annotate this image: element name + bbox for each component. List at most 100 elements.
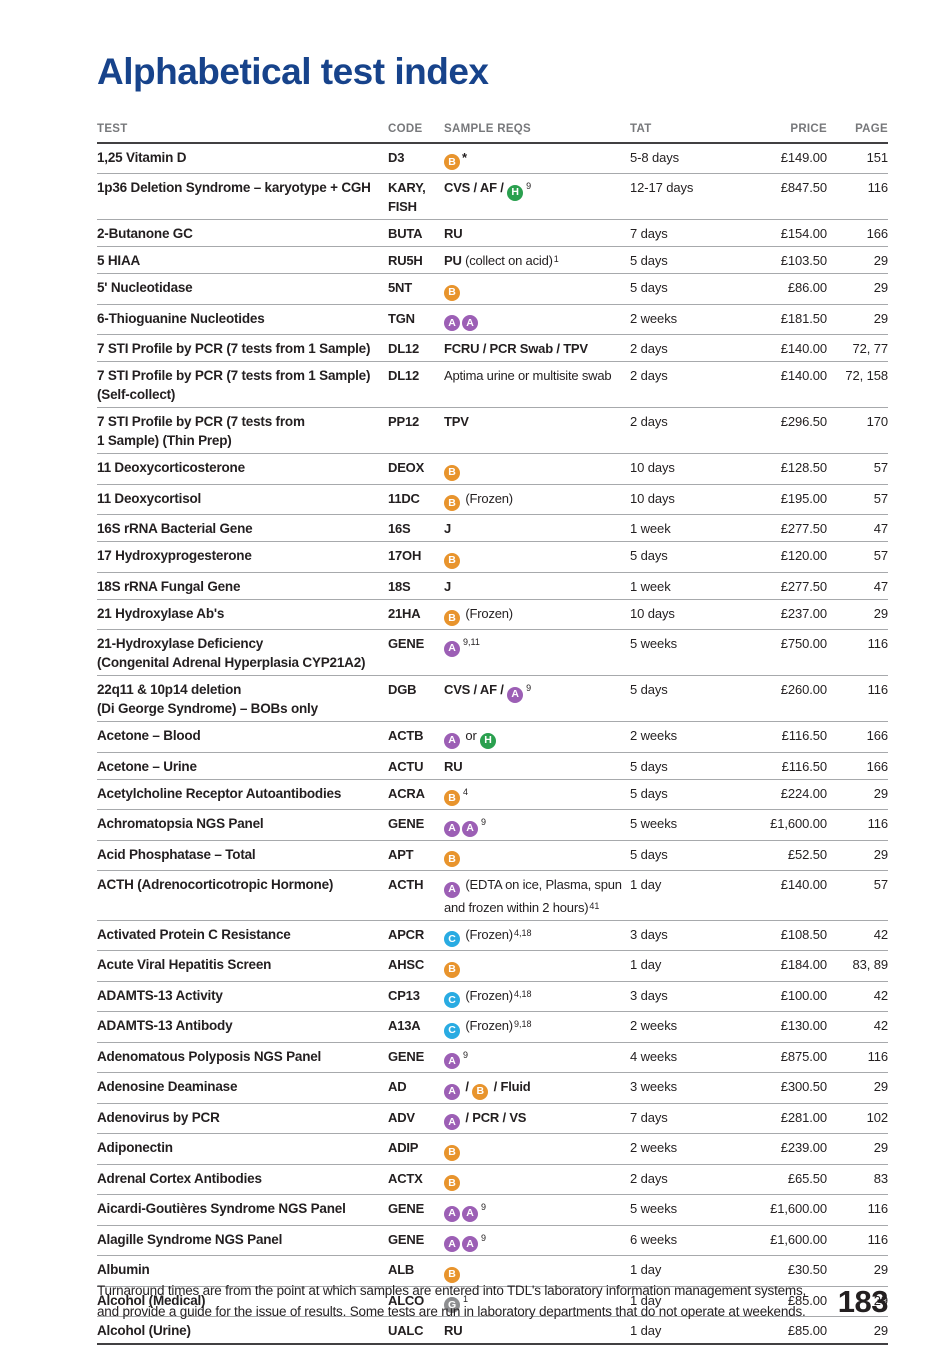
sample-text: (Frozen) [462,926,513,942]
price-cell: £120.00 [780,548,827,564]
code-cell: 11DC [388,490,420,506]
table-row: Acid Phosphatase – Total APT B 5 days £52.50… [97,841,888,872]
table-row: 16S rRNA Bacterial Gene 16S J 1 week £277.50… [97,515,888,543]
code-cell: BUTA [388,226,423,242]
column-header-sample: SAMPLE REQS [444,122,532,135]
tat-cell: 2 weeks [630,1140,677,1156]
page-ref-cell: 42 [873,987,888,1003]
code-cell: DGB [388,682,417,698]
page-ref-cell: 42 [873,1018,888,1034]
tat-cell: 10 days [630,490,675,506]
footer-note: Turnaround times are from the point at w… [97,1280,827,1322]
sample-badge-b-icon: B [444,790,460,807]
sample-reqs-cell: B * [444,148,630,171]
tat-cell: 2 weeks [630,728,677,744]
page-ref-cell: 47 [873,578,888,594]
tat-cell: 2 days [630,341,668,357]
tat-cell: 10 days [630,460,675,476]
sample-reqs-cell: FCRU / PCR Swab / TPV [444,339,630,358]
page-ref-cell: 116 [867,816,889,832]
price-cell: £224.00 [780,785,827,801]
sample-reqs-cell: A 9,11 [444,634,630,672]
sample-badge-a-icon: A [444,1114,460,1131]
price-cell: £750.00 [780,636,827,652]
tat-cell: 2 days [630,414,668,430]
sample-badge-a-icon: A [444,315,460,332]
test-cell: ACTH (Adrenocorticotropic Hormone) [97,877,334,893]
tat-cell: 12-17 days [630,180,694,196]
table-row: 5' Nucleotidase 5NT B 5 days £86.00 29 [97,274,888,305]
tat-cell: 5 days [630,785,668,801]
sample-text: (Frozen) [462,490,513,506]
code-cell: 18S [388,578,411,594]
sample-reqs-cell: A / PCR / VS [444,1108,630,1131]
test-cell: Adenomatous Polyposis NGS Panel [97,1048,322,1064]
table-row: 11 Deoxycorticosterone DEOX B 10 days £128.5… [97,454,888,485]
page-ref-cell: 29 [873,785,888,801]
page-ref-cell: 47 [873,521,888,537]
sample-reqs-cell: B [444,278,630,301]
table-row: Acetone – Urine ACTU RU 5 days £116.50 166 [97,753,888,780]
page-ref-cell: 29 [873,310,888,326]
sample-text: (Frozen) [462,605,513,621]
sample-badge-a-icon: A [462,1236,478,1253]
code-cell: GENE [388,1201,425,1217]
price-cell: £108.50 [780,926,827,942]
test-cell: Activated Protein C Resistance [97,926,291,942]
page-content: Alphabetical test index TEST CODE SAMPLE… [97,51,889,1346]
page-ref-cell: 116 [867,1201,889,1217]
page-ref-cell: 29 [873,605,888,621]
code-cell: D3 [388,149,405,165]
price-cell: £65.50 [787,1170,827,1186]
page-ref-cell: 116 [867,636,889,652]
price-cell: £847.50 [780,180,827,196]
test-cell: 11 Deoxycorticosterone [97,460,245,476]
table-row: 7 STI Profile by PCR (7 tests from 1 Sam… [97,362,888,409]
code-cell: ACTH [388,877,424,893]
test-cell: 7 STI Profile by PCR (7 tests from 1 Sam… [97,341,371,357]
page-ref-cell: 72, 158 [845,368,888,384]
page-ref-cell: 29 [873,280,888,296]
sample-badge-a-icon: A [462,820,478,837]
test-cell: Alagille Syndrome NGS Panel [97,1231,283,1247]
price-cell: £281.00 [780,1109,827,1125]
sample-badge-c-icon: C [444,992,460,1009]
test-cell: Adenosine Deaminase [97,1079,238,1095]
table-row: 22q11 & 10p14 deletion (Di George Syndrom… [97,676,888,723]
tat-cell: 10 days [630,605,675,621]
test-cell: 2-Butanone GC [97,226,193,242]
tat-cell: 3 days [630,987,668,1003]
code-cell: DL12 [388,341,419,357]
sample-reqs-cell: B [444,546,630,569]
sample-badge-a-icon: A [444,820,460,837]
code-cell: 21HA [388,605,421,621]
code-cell: PP12 [388,414,420,430]
footnote-ref: 9 [481,1232,487,1243]
sample-badge-a-icon: A [444,1236,460,1253]
sample-text: CVS / AF / [444,180,508,196]
tat-cell: 5 days [630,253,668,269]
tat-cell: 1 day [630,877,662,893]
table-row: Adrenal Cortex Antibodies ACTX B 2 days £65.… [97,1165,888,1196]
sample-text: J [444,521,452,537]
table-row: Acute Viral Hepatitis Screen AHSC B 1 day £1… [97,951,888,982]
sample-text: Aptima urine or multisite swab [444,368,612,384]
table-row: Achromatopsia NGS Panel GENE A A 9 5 weeks £1,… [97,810,888,841]
sample-badge-a-icon: A [462,315,478,332]
sample-badge-a-icon: A [507,686,524,703]
sample-badge-b-icon: B [444,154,460,171]
tat-cell: 1 week [630,521,671,537]
price-cell: £103.50 [780,253,827,269]
price-cell: £154.00 [780,226,827,242]
footnote-ref: 4,18 [513,927,532,938]
tat-cell: 2 days [630,1170,668,1186]
footnote-ref: 9 [463,1049,469,1060]
sample-badge-b-icon: B [444,1175,460,1192]
code-cell: CP13 [388,987,420,1003]
test-cell: Acetone – Urine [97,758,197,774]
code-cell: KARY, FISH [388,180,426,215]
tat-cell: 6 weeks [630,1231,677,1247]
